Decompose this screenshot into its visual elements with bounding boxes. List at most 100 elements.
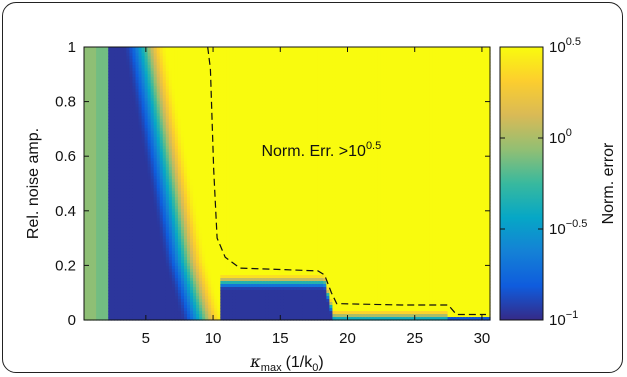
heatmap-cell [114,131,118,135]
heatmap-cell [120,284,124,288]
heatmap-cell [196,275,200,279]
heatmap-cell [135,167,140,171]
heatmap-cell [177,65,182,69]
heatmap-cell [90,251,94,255]
heatmap-cell [217,140,221,144]
heatmap-cell [123,122,128,126]
heatmap-cell [217,200,221,204]
heatmap-cell [196,116,200,120]
heatmap-cell [99,290,103,294]
heatmap-cell [90,314,94,318]
heatmap-cell [159,140,164,144]
heatmap-cell [144,140,149,144]
heatmap-cell [90,245,94,249]
heatmap-cell [102,173,106,177]
heatmap-cell [135,251,140,255]
heatmap-cell [111,284,115,288]
heatmap-cell [132,158,137,162]
heatmap-cell [205,194,209,198]
heatmap-cell [159,152,164,156]
heatmap-cell [211,272,215,276]
heatmap-cell [193,206,197,210]
heatmap-cell [150,83,155,87]
heatmap-cell [159,158,164,162]
heatmap-cell [180,140,185,144]
heatmap-cell [114,143,118,147]
heatmap-cell [217,290,221,294]
heatmap-cell [117,242,121,246]
heatmap-cell [223,65,227,69]
heatmap-cell [217,221,221,225]
heatmap-cell [96,212,100,216]
heatmap-cell [126,104,131,108]
heatmap-cell [99,89,103,93]
heatmap-cell [93,59,97,63]
heatmap-cell [123,53,128,57]
heatmap-cell [141,206,146,210]
heatmap-cell [114,119,118,123]
heatmap-cell [111,293,115,297]
heatmap-cell [180,221,185,225]
heatmap-cell [93,104,97,108]
heatmap-cell [147,86,152,90]
heatmap-cell [177,149,182,153]
heatmap-cell [84,176,88,180]
heatmap-cell [105,125,109,129]
heatmap-cell [123,248,128,252]
heatmap-cell [123,287,128,291]
heatmap-cell [144,236,149,240]
heatmap-cell [126,293,131,297]
heatmap-cell [211,140,215,144]
heatmap-cell [180,254,185,258]
heatmap-cell [93,146,97,150]
heatmap-cell [159,53,164,57]
heatmap-cell [168,167,173,171]
heatmap-cell [111,200,115,204]
heatmap-cell [190,143,194,147]
heatmap-cell [96,260,100,264]
heatmap-cell [129,269,134,273]
heatmap-cell [214,230,218,234]
heatmap-cell [141,65,146,69]
heatmap-cell [102,260,106,264]
heatmap-cell [196,131,200,135]
heatmap-cell [205,110,209,114]
heatmap-cell [135,227,140,231]
heatmap-cell [90,272,94,276]
heatmap-cell [111,206,115,210]
heatmap-cell [132,47,137,51]
heatmap-cell [174,131,179,135]
heatmap-cell [162,263,167,267]
heatmap-cell [177,302,182,306]
heatmap-cell [153,110,158,114]
heatmap-cell [168,299,173,303]
heatmap-cell [141,146,146,150]
heatmap-cell [202,77,206,81]
heatmap-cell [196,209,200,213]
heatmap-cell [141,53,146,57]
heatmap-cell [126,92,131,96]
heatmap-cell [162,173,167,177]
heatmap-cell [105,188,109,192]
heatmap-cell [187,146,191,150]
heatmap-cell [153,287,158,291]
heatmap-cell [135,311,140,315]
heatmap-cell [141,92,146,96]
heatmap-cell [174,188,179,192]
heatmap-cell [217,197,221,201]
heatmap-cell [220,260,224,264]
heatmap-cell [96,317,100,321]
heatmap-cell [102,164,106,168]
heatmap-cell [147,194,152,198]
heatmap-cell [108,59,112,63]
heatmap-cell [183,59,188,63]
heatmap-cell [211,119,215,123]
heatmap-cell [147,92,152,96]
heatmap-cell [190,47,194,51]
heatmap-cell [84,233,88,237]
heatmap-cell [196,62,200,66]
heatmap-cell [180,125,185,129]
heatmap-cell [153,296,158,300]
heatmap-cell [87,281,91,285]
heatmap-cell [93,305,97,309]
